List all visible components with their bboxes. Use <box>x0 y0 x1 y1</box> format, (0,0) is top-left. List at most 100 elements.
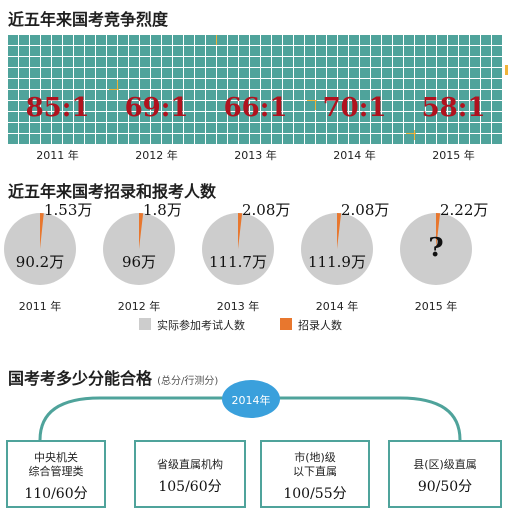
grid-cell <box>107 46 117 56</box>
grid-cell <box>162 101 172 111</box>
grid-cell <box>41 57 51 67</box>
grid-cell <box>129 123 139 133</box>
grid-cell <box>228 46 238 56</box>
grid-cell <box>184 134 194 144</box>
grid-cell <box>305 112 315 122</box>
score-box-label-line: 省级直属机构 <box>157 458 223 471</box>
grid-cell <box>294 35 304 45</box>
grid-cell <box>250 79 260 89</box>
grid-cell <box>426 79 436 89</box>
grid-cell <box>349 35 359 45</box>
grid-cell <box>393 57 403 67</box>
score-box-label-line: 以下直属 <box>293 465 337 478</box>
pie-year-label-5: 2015 年 <box>414 300 458 313</box>
grid-cell <box>360 57 370 67</box>
grid-cell <box>30 57 40 67</box>
grid-cell <box>250 134 260 144</box>
grid-cell <box>459 90 469 100</box>
section1-title: 近五年来国考竞争烈度 <box>8 10 169 29</box>
recruit-value-label-3: 2.08万 <box>242 201 291 219</box>
grid-cell <box>206 101 216 111</box>
ratio-label-3: 66:1 <box>223 93 288 123</box>
grid-cell <box>8 112 18 122</box>
grid-cell <box>140 68 150 78</box>
grid-cell <box>52 90 62 100</box>
grid-cell <box>349 68 359 78</box>
grid-cell <box>393 68 403 78</box>
grid-cell <box>151 68 161 78</box>
grid-cell <box>437 57 447 67</box>
grid-cell <box>52 112 62 122</box>
grid-cell <box>371 68 381 78</box>
grid-cell <box>404 79 414 89</box>
grid-cell <box>140 134 150 144</box>
grid-cell <box>162 79 172 89</box>
grid-cell <box>195 35 205 45</box>
grid-cell <box>459 79 469 89</box>
grid-cell <box>30 68 40 78</box>
grid-cell <box>316 112 326 122</box>
grid-cell <box>470 68 480 78</box>
grid-cell <box>140 46 150 56</box>
grid-cell <box>173 79 183 89</box>
year-badge <box>222 380 280 418</box>
grid-cell <box>107 57 117 67</box>
grid-cell <box>250 101 260 111</box>
score-box-label-line: 综合管理类 <box>28 465 84 478</box>
grid-cell <box>371 134 381 144</box>
grid-cell <box>360 90 370 100</box>
grid-cell <box>382 90 392 100</box>
grid-cell <box>316 46 326 56</box>
grid-cell <box>107 68 117 78</box>
pie-slice-recruits <box>40 213 44 249</box>
grid-cell <box>228 134 238 144</box>
grid-cell <box>426 134 436 144</box>
grid-cell <box>283 46 293 56</box>
grid-cell <box>85 101 95 111</box>
grid-cell <box>173 123 183 133</box>
grid-cell <box>96 112 106 122</box>
grid-cell <box>173 57 183 67</box>
grid-cell <box>492 112 502 122</box>
grid-cell <box>228 35 238 45</box>
grid-cell <box>8 90 18 100</box>
grid-cell <box>19 112 29 122</box>
grid-year-label-4: 2014 年 <box>333 149 376 162</box>
grid-cell <box>85 46 95 56</box>
grid-cell <box>184 79 194 89</box>
grid-cell <box>41 134 51 144</box>
grid-cell <box>404 90 414 100</box>
grid-cell <box>415 112 425 122</box>
grid-cell <box>250 35 260 45</box>
grid-cell <box>481 46 491 56</box>
grid-cell <box>481 90 491 100</box>
grid-cell <box>459 112 469 122</box>
legend-recruits-swatch <box>280 318 292 330</box>
grid-cell <box>492 68 502 78</box>
grid-cell <box>96 35 106 45</box>
grid-cell <box>470 46 480 56</box>
grid-cell <box>173 35 183 45</box>
grid-cell <box>316 90 326 100</box>
grid-cell <box>437 46 447 56</box>
grid-cell <box>459 46 469 56</box>
grid-cell <box>261 101 271 111</box>
grid-cell <box>162 57 172 67</box>
grid-cell <box>74 79 84 89</box>
grid-cell <box>107 90 117 100</box>
grid-cell <box>294 46 304 56</box>
grid-cell <box>448 134 458 144</box>
grid-cell <box>294 68 304 78</box>
grid-cell <box>206 35 216 45</box>
ratio-label-2: 69:1 <box>124 93 189 123</box>
grid-cell <box>30 134 40 144</box>
grid-cell <box>338 46 348 56</box>
score-box-score: 105/60分 <box>158 479 222 495</box>
grid-cell <box>206 79 216 89</box>
grid-cell <box>85 68 95 78</box>
grid-cell <box>184 90 194 100</box>
grid-cell <box>272 79 282 89</box>
grid-cell <box>129 90 139 100</box>
applicants-value-label-1: 90.2万 <box>15 253 65 271</box>
grid-cell <box>415 90 425 100</box>
